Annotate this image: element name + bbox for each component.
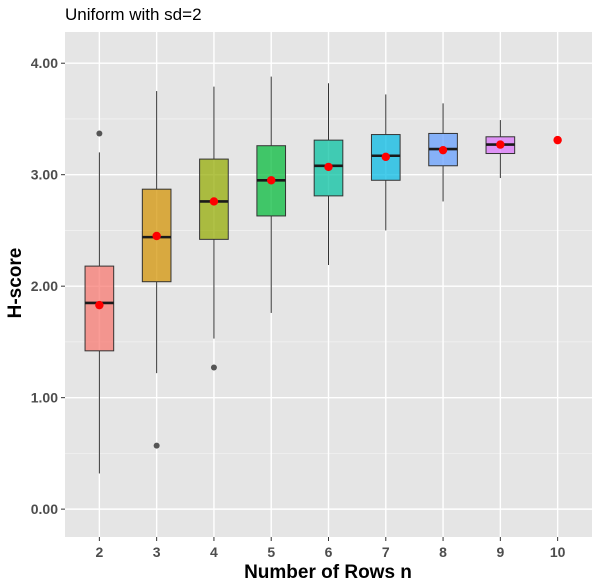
boxplot-n-3 — [141, 91, 172, 449]
x-tick-label: 6 — [325, 544, 333, 560]
mean-point — [438, 145, 448, 155]
mean-point — [381, 152, 390, 162]
boxplot-n-6 — [313, 83, 344, 265]
x-tick-label: 9 — [496, 544, 504, 560]
mean-point — [496, 140, 505, 149]
boxplot-n-7 — [370, 94, 401, 231]
x-axis-title: Number of Rows n — [244, 562, 412, 583]
boxplot-n-8 — [428, 103, 458, 202]
outlier-point — [96, 130, 103, 137]
mean-point — [553, 135, 562, 145]
chart-title: Uniform with sd=2 — [65, 5, 202, 24]
x-tick-label: 4 — [210, 544, 218, 560]
outlier-point — [210, 364, 217, 371]
y-tick-label: 2.00 — [31, 278, 58, 294]
x-tick-label: 7 — [382, 544, 390, 560]
mean-point — [95, 300, 104, 310]
mean-point — [152, 231, 161, 241]
y-axis-title: H-score — [5, 248, 26, 319]
boxplot-n-4 — [199, 86, 229, 371]
x-tick-label: 10 — [550, 544, 566, 560]
outlier-point — [153, 442, 160, 449]
y-tick-label: 4.00 — [31, 55, 58, 71]
boxplot-n-10 — [553, 135, 562, 145]
y-tick-label: 3.00 — [31, 167, 58, 183]
y-tick-label: 0.00 — [31, 501, 58, 517]
y-tick-label: 1.00 — [31, 390, 58, 406]
mean-point — [267, 176, 276, 185]
boxes — [84, 76, 562, 474]
x-axis: 2 3 4 5 6 7 8 9 10 — [95, 537, 566, 560]
x-tick-label: 8 — [439, 544, 447, 560]
x-tick-label: 3 — [153, 544, 161, 560]
boxplot-n-5 — [256, 76, 287, 313]
x-tick-label: 2 — [95, 544, 103, 560]
boxplot-n-9 — [485, 120, 516, 179]
boxplot-n-2 — [84, 130, 115, 474]
mean-point — [324, 162, 333, 172]
x-tick-label: 5 — [267, 544, 275, 560]
y-axis: 0.00 1.00 2.00 3.00 4.00 — [31, 55, 65, 517]
mean-point — [209, 197, 219, 206]
